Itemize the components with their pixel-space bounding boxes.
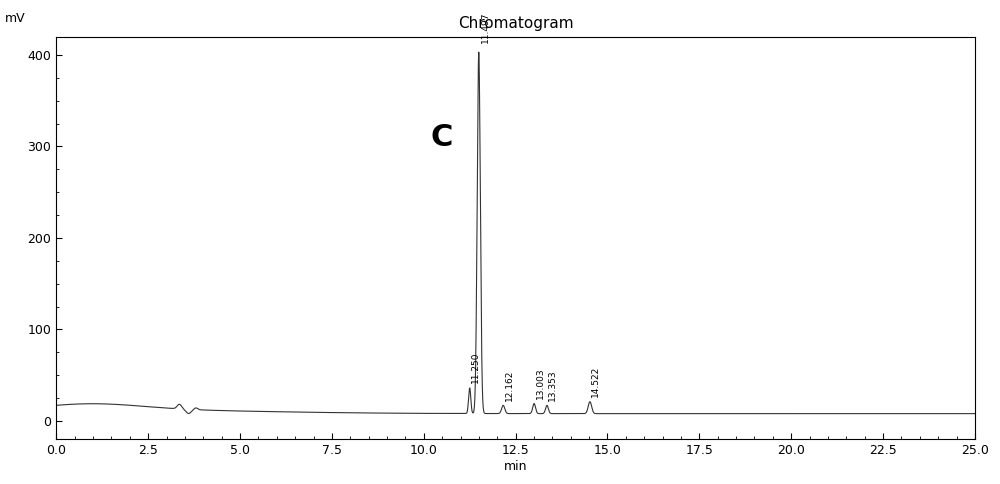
Text: 13.003: 13.003: [536, 367, 545, 399]
Text: 11.497: 11.497: [481, 12, 490, 43]
Text: 11.250: 11.250: [471, 352, 480, 383]
X-axis label: min: min: [504, 460, 527, 473]
Text: 12.162: 12.162: [505, 369, 514, 401]
Text: 13.353: 13.353: [548, 369, 557, 401]
Text: 14.522: 14.522: [591, 366, 600, 397]
Text: C: C: [431, 123, 453, 152]
Y-axis label: mV: mV: [5, 12, 25, 25]
Title: Chromatogram: Chromatogram: [458, 16, 573, 31]
